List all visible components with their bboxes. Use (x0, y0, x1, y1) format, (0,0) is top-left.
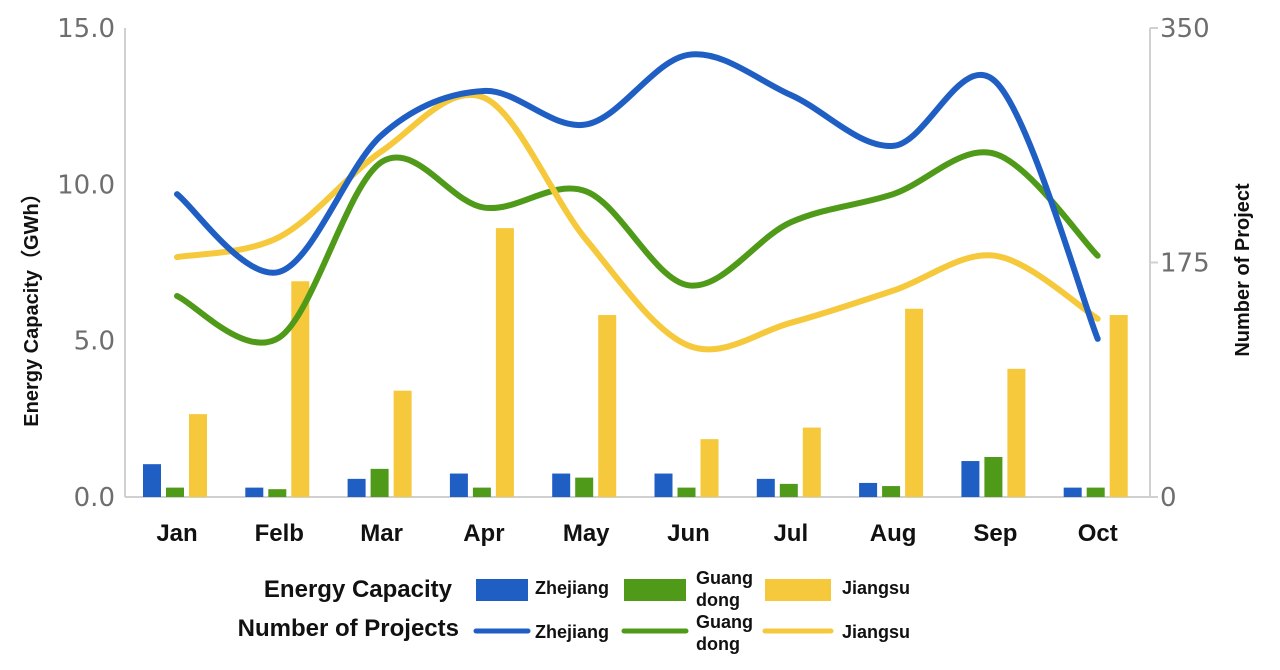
legend-bar-swatch (765, 579, 831, 601)
legend: Energy Capacity Number of Projects Zheji… (238, 568, 910, 654)
y-right-tick-label: 0 (1160, 483, 1177, 513)
line-jiangsu (174, 91, 1101, 353)
bar-jiangsu (905, 308, 924, 497)
bar-zhejiang (347, 478, 366, 497)
x-tick-label: Jan (156, 520, 197, 547)
legend-line-label: Zhejiang (535, 622, 609, 642)
bar-jiangsu (393, 390, 412, 497)
x-tick-label: May (563, 520, 610, 547)
legend-line-label: Guang dong (696, 612, 753, 654)
bar-jiangsu (598, 315, 617, 497)
bar-jiangsu (700, 439, 719, 497)
bar-zhejiang (756, 478, 775, 497)
bar-jiangsu (802, 427, 821, 497)
y-right-tick-label: 175 (1160, 249, 1210, 279)
bar-guang-dong (268, 489, 287, 497)
legend-items: Zhejiang Guang dong Jiangsu Zhejiang Guang don… (473, 568, 910, 654)
line-guang-dong (174, 149, 1101, 346)
bar-jiangsu (189, 414, 207, 497)
legend-line-group-title: Number of Projects (238, 615, 459, 642)
legend-line-label: Jiangsu (842, 622, 910, 642)
bar-zhejiang (859, 482, 878, 497)
y-left-tick-label: 15.0 (57, 14, 115, 44)
bar-guang-dong (677, 487, 696, 497)
bar-guang-dong (166, 487, 184, 497)
bar-zhejiang (143, 464, 161, 497)
line-zhejiang (174, 51, 1101, 342)
bar-zhejiang (449, 473, 468, 497)
y-left-tick-label: 5.0 (74, 327, 115, 357)
lines (174, 51, 1101, 353)
bar-zhejiang (1063, 487, 1082, 497)
bar-jiangsu (1007, 368, 1026, 497)
x-tick-label: Apr (463, 520, 504, 547)
axes (124, 28, 1151, 498)
bar-jiangsu (495, 228, 514, 497)
x-tick-label: Jul (773, 520, 808, 547)
bar-zhejiang (245, 487, 264, 497)
bar-guang-dong (575, 477, 594, 497)
y-left-tick-label: 0.0 (74, 483, 115, 513)
y-left-tick-label: 10.0 (57, 170, 115, 200)
bar-guang-dong (472, 487, 491, 497)
bar-jiangsu (1109, 315, 1128, 497)
bar-guang-dong (882, 486, 901, 497)
bar-guang-dong (779, 483, 798, 497)
bar-guang-dong (984, 456, 1003, 497)
y-axis-left-title: Energy Capacity（GWh） (20, 183, 43, 426)
y-axis-right-title: Number of Project (1232, 183, 1254, 357)
legend-bar-label: Jiangsu (842, 578, 910, 598)
bar-zhejiang (961, 461, 980, 497)
bar-guang-dong (1086, 487, 1105, 497)
x-tick-label: Aug (870, 520, 917, 547)
legend-bar-swatch (476, 579, 528, 601)
x-tick-label: Mar (360, 520, 403, 547)
bar-zhejiang (552, 473, 571, 497)
legend-bar-label: Zhejiang (535, 578, 609, 598)
legend-bar-label: Guang dong (696, 568, 753, 610)
bars (143, 228, 1128, 497)
bar-jiangsu (291, 281, 310, 497)
x-tick-label: Oct (1078, 520, 1118, 547)
legend-bar-swatch (624, 579, 686, 601)
x-tick-label: Jun (667, 520, 710, 547)
x-tick-label: Sep (973, 520, 1017, 547)
bar-guang-dong (370, 468, 389, 497)
y-right-tick-label: 350 (1160, 14, 1210, 44)
ticks: 0.0 5.0 10.0 15.0 0 175 350 Jan Felb Mar Apr May Jun… (57, 14, 1210, 547)
x-tick-label: Felb (255, 520, 304, 547)
legend-bar-group-title: Energy Capacity (264, 576, 453, 603)
bar-zhejiang (654, 473, 673, 497)
